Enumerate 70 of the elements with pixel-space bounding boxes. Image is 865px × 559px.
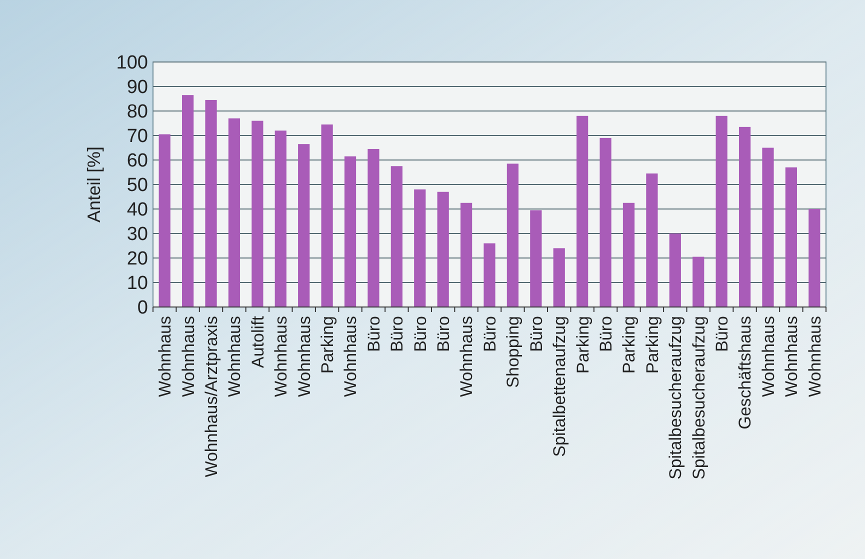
y-tick-label: 30 [126,224,148,246]
bar [298,144,310,307]
x-tick-label: Büro [712,316,732,352]
y-tick-label: 10 [126,273,148,294]
y-tick-label: 0 [137,298,148,319]
y-tick-label: 20 [126,248,148,270]
x-tick-label: Wohnhaus [294,316,314,397]
bar [785,167,797,307]
x-tick-label: Parking [573,316,592,374]
x-tick-label: Parking [642,316,662,374]
bar [182,95,194,307]
x-tick-label: Parking [620,316,639,374]
bar [344,156,356,307]
bar [530,210,542,307]
y-tick-label: 60 [126,150,148,172]
x-tick-label: Spitalbesucheraufzug [666,316,686,480]
y-tick-label: 70 [126,126,148,148]
y-tick-label: 40 [126,200,148,221]
bar [553,248,565,307]
bar [228,118,240,307]
x-tick-label: Büro [596,316,616,352]
bar [437,192,449,307]
bar [158,134,170,307]
bar [205,100,217,307]
bar [692,256,704,307]
y-tick-label: 100 [116,52,148,74]
x-tick-label: Wohnhaus [341,316,360,397]
bar [252,120,264,307]
x-tick-label: Parking [318,316,337,374]
bar [321,124,333,307]
x-tick-label: Spitalbesucheraufzug [689,316,708,480]
bar [646,173,658,307]
bar [622,202,635,307]
bar [484,243,496,307]
x-tick-label: Autolift [248,316,268,368]
x-tick-label: Büro [388,316,407,352]
y-axis-title: Anteil [%] [84,146,104,223]
x-tick-label: Wohnhaus [457,316,476,397]
x-tick-label: Büro [410,316,430,352]
x-tick-label: Spitalbettenaufzug [550,316,570,457]
x-tick-label: Geschäftshaus [736,316,755,430]
bar [716,116,728,307]
y-tick-label: 80 [126,102,148,123]
x-tick-label: Wohnhaus [758,316,778,397]
x-tick-label: Wohnhaus [805,316,824,397]
bar [390,166,402,307]
x-tick-label: Wohnhaus [225,316,244,397]
x-tick-label: Wohnhaus/Arztpraxis [202,316,221,478]
bar [600,138,612,307]
y-tick-label: 50 [126,175,148,196]
x-tick-label: Büro [480,316,500,352]
x-tick-label: Wohnhaus [272,316,291,397]
x-tick-label: Büro [434,316,454,352]
x-tick-label: Büro [526,316,546,352]
bar [368,148,380,307]
bar [738,126,751,307]
bar [808,209,820,307]
x-tick-label: Büro [364,316,384,352]
bar [274,130,286,307]
bar [669,234,681,307]
bar [460,202,472,307]
bar [506,164,519,307]
x-tick-label: Shopping [504,316,523,388]
x-tick-label: Wohnhaus [178,316,198,397]
y-tick-label: 90 [126,77,148,98]
x-tick-label: Wohnhaus [156,316,175,397]
bar [414,189,426,307]
bar [576,116,588,307]
x-tick-label: Wohnhaus [782,316,802,397]
bar [762,148,774,307]
